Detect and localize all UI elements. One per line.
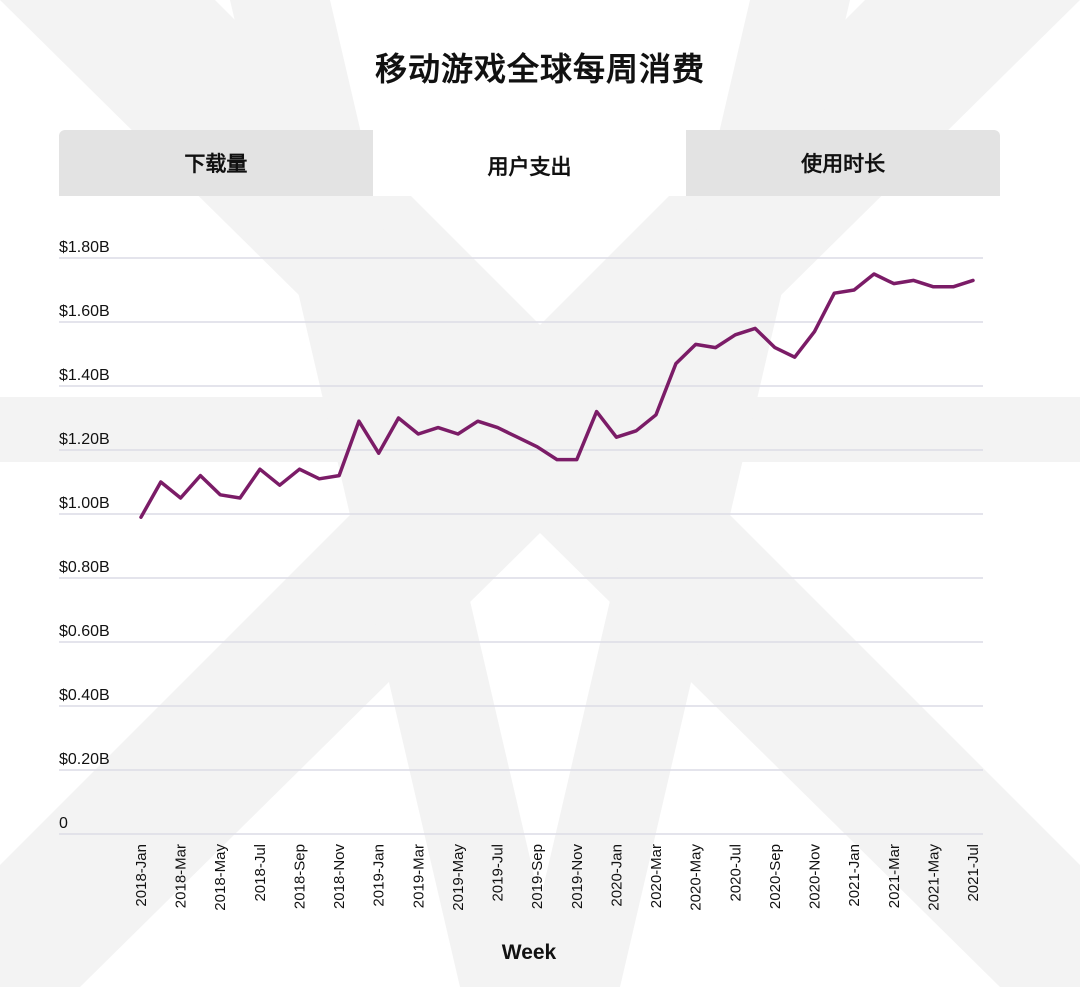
x-tick-label: 2020-May [688,844,705,911]
y-tick-label: $1.20B [59,431,110,448]
x-tick-label: 2019-Jan [371,844,388,907]
x-tick-label: 2019-May [450,844,467,911]
x-tick-label: 2019-Nov [569,844,586,910]
page-title: 移动游戏全球每周消费 [374,50,705,88]
y-tick-label: $1.80B [59,239,110,256]
x-tick-label: 2020-Jan [608,844,625,907]
y-tick-label: $0.20B [59,751,110,768]
y-tick-label: $0.60B [59,623,110,640]
x-tick-label: 2019-Mar [410,844,427,908]
tab-usage-time[interactable]: 使用时长 [686,130,1001,196]
series-line-user-spend [139,272,975,519]
x-tick-label: 2021-May [925,844,942,911]
y-tick-label: $1.00B [59,495,110,512]
x-tick-label: 2018-Jul [252,844,269,902]
x-tick-label: 2019-Jul [490,844,507,902]
x-tick-label: 2021-Mar [886,844,903,908]
tab-label: 用户支出 [487,155,572,179]
x-tick-label: 2018-Sep [291,844,308,909]
x-tick-label: 2020-Sep [767,844,784,909]
x-tick-label: 2018-Nov [331,844,348,910]
tab-downloads[interactable]: 下载量 [59,130,373,196]
x-axis-title: Week [502,941,557,964]
tab-user-spend[interactable]: 用户支出 [372,136,687,196]
x-tick-label: 2018-Mar [173,844,190,908]
y-tick-label: 0 [59,815,68,832]
x-tick-label: 2021-Jan [846,844,863,907]
watermark-v-left [230,0,560,987]
y-tick-label: $1.60B [59,303,110,320]
x-tick-label: 2021-Jul [965,844,982,902]
tab-label: 使用时长 [801,152,886,176]
y-tick-label: $0.40B [59,687,110,704]
y-tick-label: $1.40B [59,367,110,384]
tab-label: 下载量 [184,152,248,176]
x-tick-label: 2018-Jan [133,844,150,907]
x-tick-label: 2020-Nov [807,844,824,910]
x-tick-label: 2019-Sep [529,844,546,909]
x-tick-label: 2018-May [212,844,229,911]
y-tick-label: $0.80B [59,559,110,576]
watermark-v-right [520,0,850,987]
metric-tabs: 下载量 用户支出 使用时长 [59,130,1001,196]
x-tick-label: 2020-Jul [727,844,744,902]
x-tick-label: 2020-Mar [648,844,665,908]
